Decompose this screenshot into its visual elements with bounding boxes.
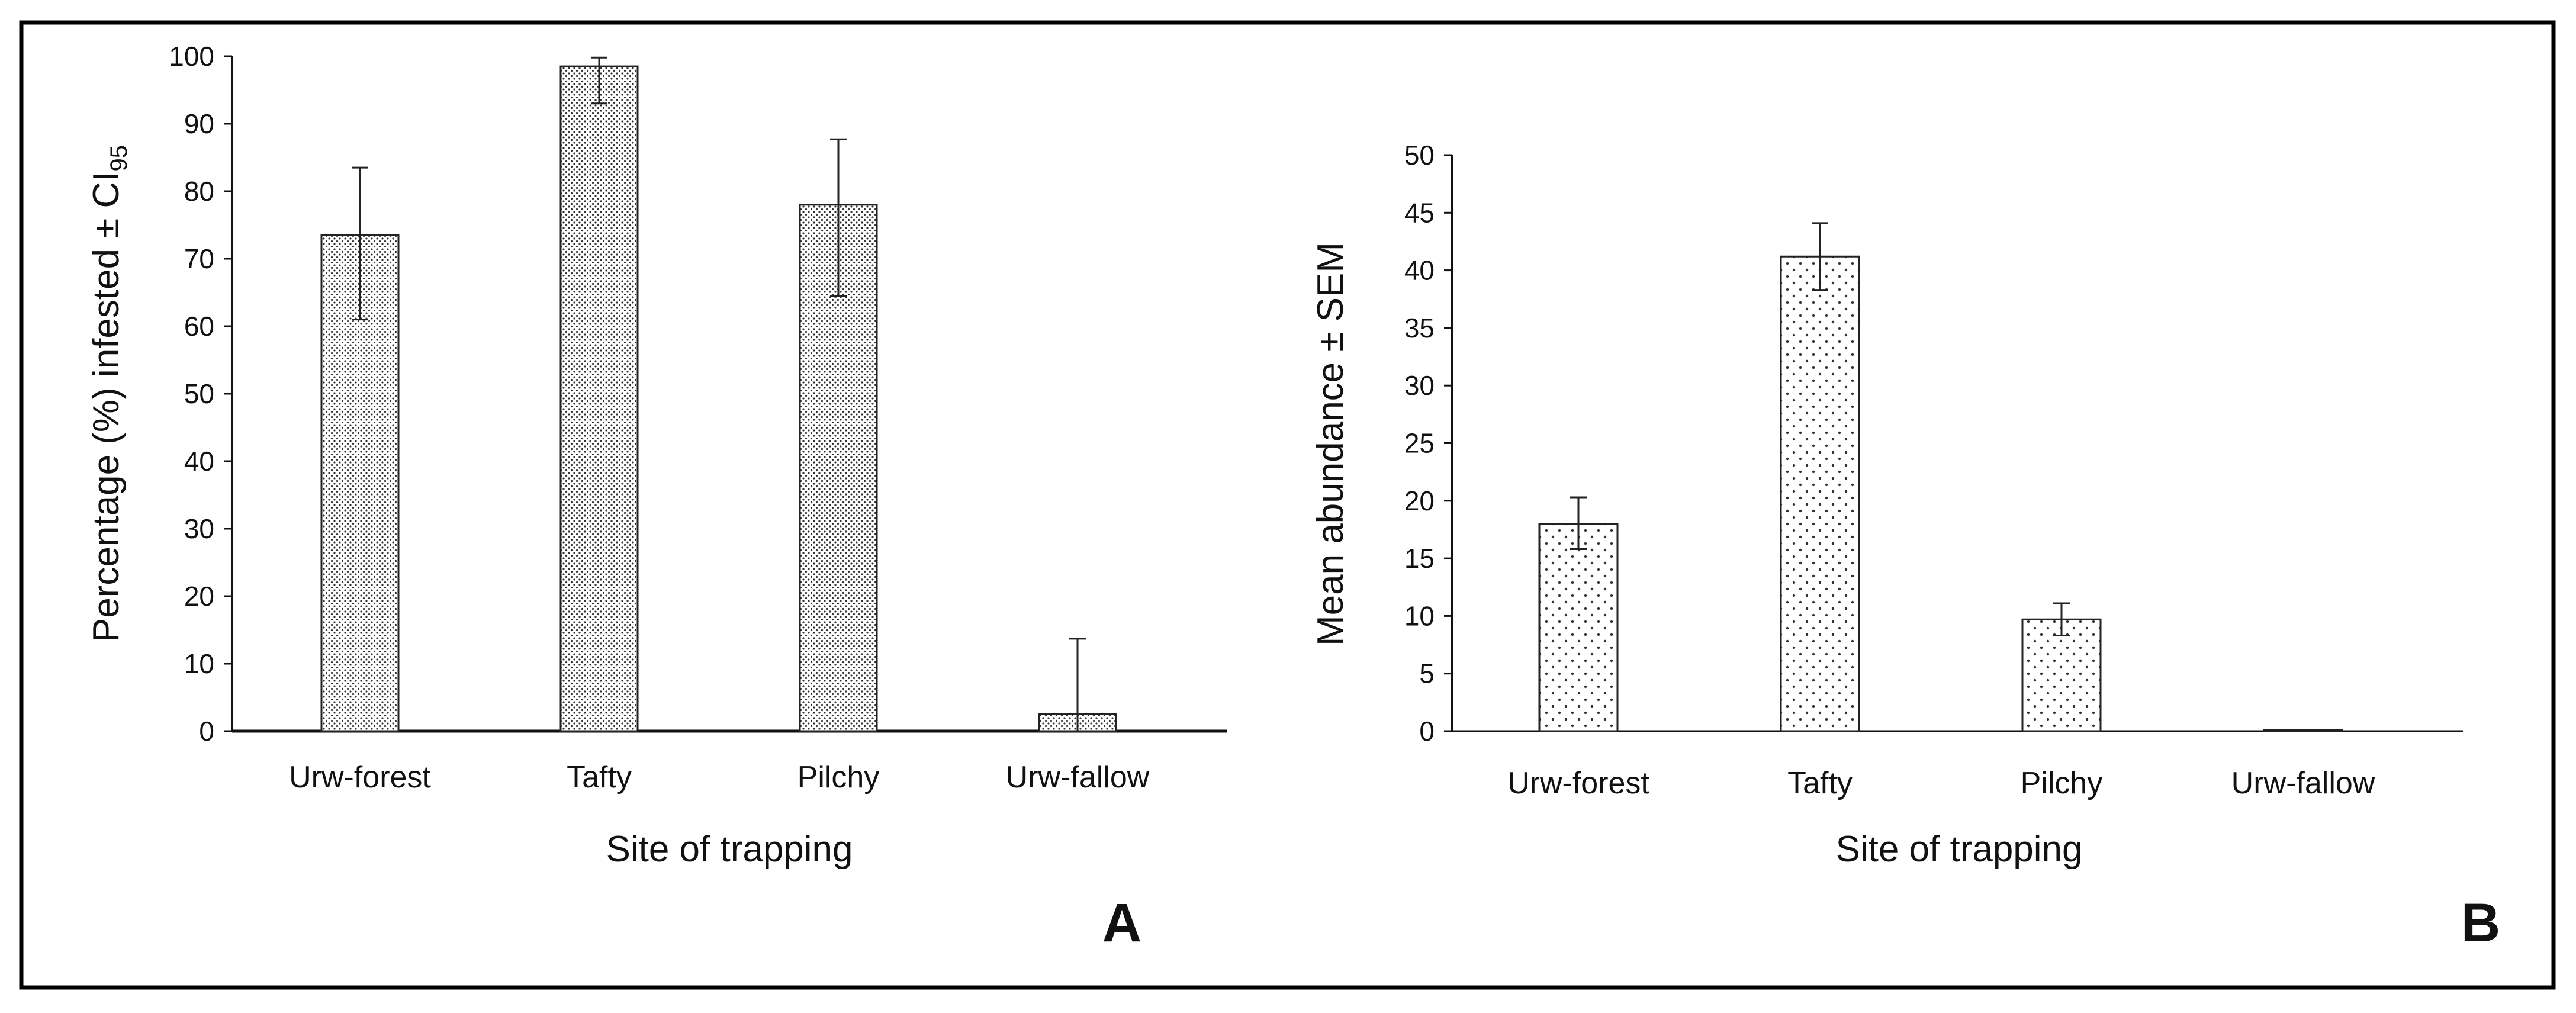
y-tick-label: 35 — [1404, 313, 1435, 343]
y-tick-label: 30 — [1404, 370, 1435, 401]
error-bars — [352, 56, 1086, 731]
y-ticks: 0 5 10 15 20 25 30 35 40 45 50 — [1404, 140, 1452, 747]
bar — [2263, 729, 2343, 732]
category-label: Urw-fallow — [2231, 766, 2375, 800]
y-tick-label: 40 — [184, 446, 214, 477]
bar — [559, 65, 639, 732]
y-tick-label: 10 — [1404, 600, 1435, 631]
category-labels: Urw-forest Tafty Pilchy Urw-fallow — [1507, 766, 2375, 800]
panel-label-b: B — [2461, 893, 2500, 953]
y-tick-label: 45 — [1404, 197, 1435, 228]
y-tick-label: 25 — [1404, 428, 1435, 459]
bars — [320, 65, 1117, 732]
y-tick-label: 90 — [184, 108, 214, 139]
panel-label-a: A — [1102, 893, 1141, 953]
y-tick-label: 0 — [1419, 716, 1435, 747]
y-tick-label: 15 — [1404, 543, 1435, 574]
category-label: Urw-forest — [289, 760, 431, 795]
y-axis-title-subscript: 95 — [106, 145, 132, 172]
y-tick-label: 70 — [184, 243, 214, 274]
y-axis-title: Percentage (%) infested ± CI95 — [86, 145, 132, 642]
y-tick-label: 20 — [184, 581, 214, 612]
y-tick-label: 50 — [1404, 140, 1435, 171]
y-axis-title: Mean abundance ± SEM — [1310, 242, 1351, 646]
y-tick-label: 40 — [1404, 255, 1435, 286]
figure-border — [19, 20, 2556, 990]
y-tick-label: 10 — [184, 648, 214, 679]
bar — [1780, 255, 1860, 732]
y-tick-label: 5 — [1419, 658, 1435, 689]
y-tick-label: 30 — [184, 513, 214, 544]
bar — [1538, 523, 1619, 732]
category-labels: Urw-forest Tafty Pilchy Urw-fallow — [289, 760, 1150, 795]
y-tick-label: 20 — [1404, 485, 1435, 516]
y-tick-label: 100 — [169, 41, 214, 72]
y-tick-label: 0 — [199, 716, 214, 747]
error-bars — [1570, 222, 2070, 636]
y-axis-title-main: Percentage (%) infested ± CI — [86, 171, 127, 642]
chart-panel-b: 0 5 10 15 20 25 30 35 40 45 50 Urw-forest Tafty Pilc… — [1310, 140, 2500, 953]
y-tick-label: 60 — [184, 311, 214, 342]
category-label: Urw-forest — [1507, 766, 1649, 800]
bar — [2021, 618, 2102, 732]
y-tick-label: 80 — [184, 176, 214, 207]
category-label: Pilchy — [797, 760, 880, 795]
x-axis-title: Site of trapping — [1835, 829, 2082, 870]
x-axis-title: Site of trapping — [606, 829, 853, 870]
chart-panel-a: 0 10 20 30 40 50 60 70 80 90 100 Urw-forest Tafty Pi… — [86, 41, 1227, 953]
y-ticks: 0 10 20 30 40 50 60 70 80 90 100 — [169, 41, 232, 747]
category-label: Pilchy — [2021, 766, 2103, 800]
category-label: Tafty — [1787, 766, 1853, 800]
category-label: Tafty — [567, 760, 632, 795]
y-tick-label: 50 — [184, 378, 214, 409]
category-label: Urw-fallow — [1006, 760, 1150, 795]
bars — [1538, 255, 2343, 732]
